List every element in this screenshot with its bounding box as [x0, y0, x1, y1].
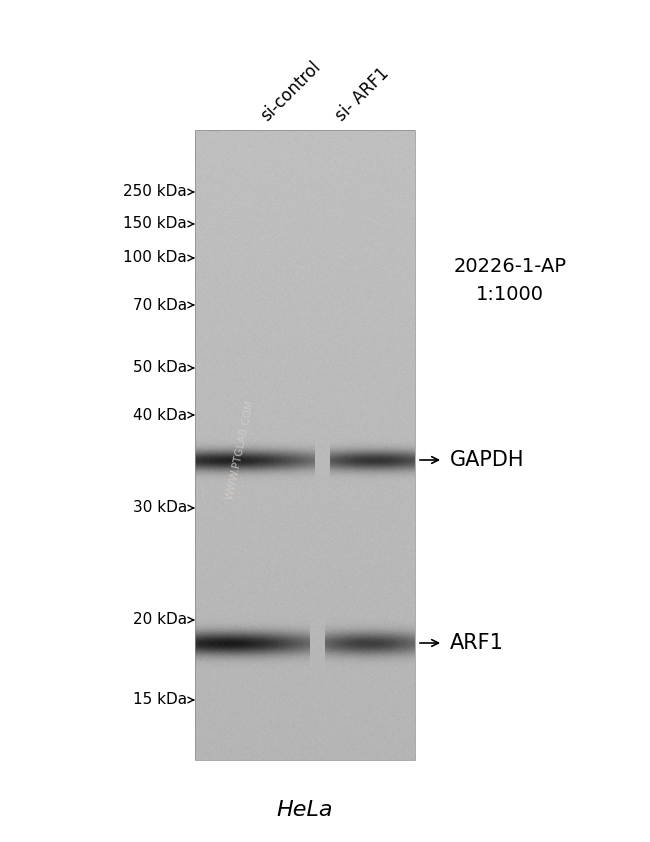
Text: 70 kDa: 70 kDa: [133, 297, 194, 312]
Text: 20226-1-AP
1:1000: 20226-1-AP 1:1000: [454, 257, 567, 303]
Text: 250 kDa: 250 kDa: [124, 184, 194, 200]
Text: 30 kDa: 30 kDa: [133, 500, 194, 515]
Text: 50 kDa: 50 kDa: [133, 360, 194, 376]
Text: si- ARF1: si- ARF1: [332, 65, 393, 125]
Text: 20 kDa: 20 kDa: [133, 612, 194, 627]
Text: 15 kDa: 15 kDa: [133, 692, 194, 707]
Text: 40 kDa: 40 kDa: [133, 408, 194, 423]
Text: GAPDH: GAPDH: [450, 450, 525, 470]
Text: WWW.PTGLAB.COM: WWW.PTGLAB.COM: [224, 399, 255, 501]
Text: si-control: si-control: [257, 58, 324, 125]
Text: HeLa: HeLa: [277, 800, 333, 820]
Text: 150 kDa: 150 kDa: [124, 216, 194, 232]
Text: ARF1: ARF1: [450, 633, 504, 653]
Bar: [195, 130, 415, 760]
Text: 100 kDa: 100 kDa: [124, 251, 194, 265]
